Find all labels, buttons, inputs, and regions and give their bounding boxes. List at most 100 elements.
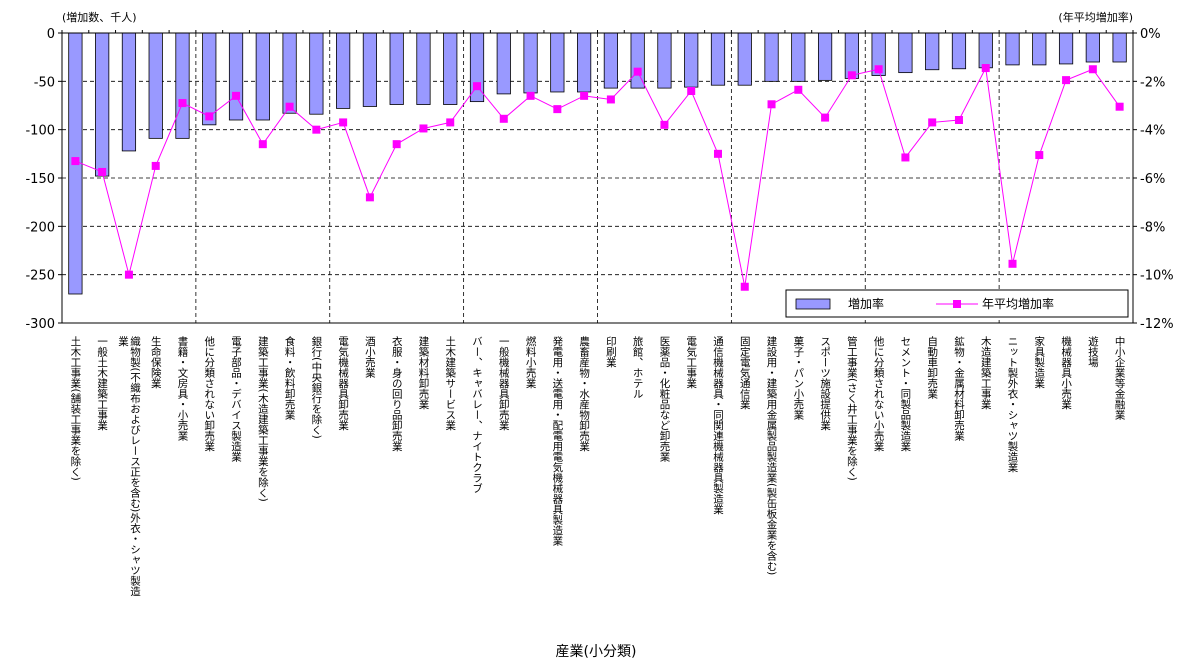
category-label: 農畜産物・水産物卸売業 (578, 335, 590, 452)
category-label: 固定電気通信業 (739, 336, 751, 410)
category-label: 電気機械器具卸売業 (337, 336, 349, 431)
bar (737, 32, 752, 86)
category-label: 家具製造業 (1033, 335, 1045, 389)
bar (228, 32, 244, 121)
y-left-tick-label: -50 (34, 75, 55, 90)
category-label: 銀行(中央銀行を除く) (310, 335, 322, 438)
bar (817, 32, 833, 81)
line-point (954, 116, 963, 124)
y-right-tick-label: -10% (1140, 269, 1174, 284)
category-label: 中小企業等金融業 (1114, 335, 1126, 421)
category-label: 印刷業 (605, 336, 617, 368)
bar (496, 32, 511, 95)
line-point (499, 114, 508, 123)
category-label: 酒小売業 (364, 335, 376, 379)
line-point (473, 82, 482, 91)
line-point (847, 71, 856, 80)
line-point (419, 124, 428, 133)
line-point (713, 149, 722, 158)
line-series (71, 64, 1124, 291)
category-label: 他に分類されない卸売業 (203, 335, 215, 452)
category-label: 織物製(不織布およびレース正を含む)外衣・シャツ製造業 (117, 335, 141, 596)
line-point (526, 91, 535, 100)
bar (389, 32, 404, 105)
line-point (258, 140, 267, 149)
line-point (365, 193, 374, 202)
category-label: 医薬品・化粧品など卸売業 (658, 336, 670, 463)
bar (255, 32, 270, 121)
y-right-unit-label: (年平均増加率) (1058, 10, 1133, 24)
line-point (633, 67, 642, 76)
category-label: 衣服・身の回り品卸売業 (391, 335, 403, 452)
bar (1005, 32, 1020, 66)
y-left-tick-label: -250 (25, 269, 55, 284)
category-label: 電子部品・デバイス製造業 (230, 336, 242, 463)
bar (657, 32, 672, 89)
bar (416, 32, 431, 105)
category-label: 食料・飲料卸売業 (284, 335, 296, 421)
category-label: 書籍・文房具・小売業 (176, 335, 188, 442)
category-label: 菓子・パン小売業 (792, 336, 804, 421)
category-label: 生命保険業 (150, 335, 162, 389)
line-point (874, 65, 883, 74)
line-point (687, 87, 696, 95)
legend-line-label: 年平均増加率 (982, 296, 1054, 311)
legend-bar-swatch (795, 298, 831, 310)
category-label: 遊技場 (1087, 335, 1099, 368)
line-point (205, 112, 214, 121)
bar (309, 32, 324, 115)
line-path (75, 66, 1121, 287)
legend-line-marker (953, 300, 961, 308)
line-point (285, 102, 294, 111)
line-point (1035, 151, 1044, 160)
bar (121, 32, 137, 152)
bar (951, 32, 967, 70)
y-right-tick-label: -12% (1140, 317, 1174, 332)
line-point (901, 153, 910, 162)
bar (630, 32, 645, 89)
y-left-tick-label: -100 (25, 124, 55, 139)
bar (1085, 32, 1100, 63)
bar (1058, 32, 1074, 65)
y-left-unit-label: (増加数、千人) (62, 11, 137, 24)
bar (336, 32, 351, 109)
category-label: 建築材料卸売業 (417, 335, 429, 410)
category-label: 管工事業(さく井工事業を除く) (846, 335, 858, 480)
y-right-ticks: 0% -2% -4% -6% -8% -10% -12% (1140, 27, 1174, 332)
line-point (339, 118, 348, 127)
category-label: 土木工事業(舗装工事業を除く) (69, 335, 81, 480)
category-label: バー、キャバレー、ナイトクラブ (471, 336, 483, 494)
y-left-tick-label: -150 (25, 172, 55, 187)
line-point (740, 282, 749, 291)
category-label: 土木建築サービス業 (444, 335, 456, 431)
category-label: 鉱物・金属材料卸売業 (953, 335, 965, 442)
line-point (821, 113, 830, 122)
bar (362, 32, 378, 107)
line-point (178, 99, 187, 108)
bar (148, 32, 163, 139)
category-label: スポーツ施設提供業 (819, 336, 831, 431)
line-point (312, 125, 321, 134)
category-label: 燃料小売業 (525, 335, 537, 389)
bar (791, 32, 806, 82)
bar (443, 32, 458, 105)
line-point (446, 118, 455, 127)
category-label: 機械器具小売業 (1060, 335, 1072, 410)
bar (550, 32, 565, 93)
bar (684, 32, 699, 88)
y-right-tick-label: -2% (1140, 75, 1165, 90)
line-point (98, 167, 107, 176)
category-label: ニット製外衣・シャツ製造業 (1007, 336, 1019, 473)
line-point (553, 105, 562, 114)
category-label: セメント・同製品製造業 (899, 336, 911, 452)
legend-bar-label: 増加率 (848, 296, 884, 311)
bar (898, 32, 913, 74)
bar-series (68, 32, 1127, 295)
line-point (928, 118, 937, 127)
category-label: 建築工事業(木造建築工事業を除く) (257, 335, 269, 501)
category-label: 発電用・送電用・配電用電気機械器具製造業 (551, 335, 563, 547)
y-left-tick-label: 0 (47, 27, 55, 42)
x-axis-title: 産業(小分類) (556, 644, 637, 660)
bar (202, 32, 217, 126)
